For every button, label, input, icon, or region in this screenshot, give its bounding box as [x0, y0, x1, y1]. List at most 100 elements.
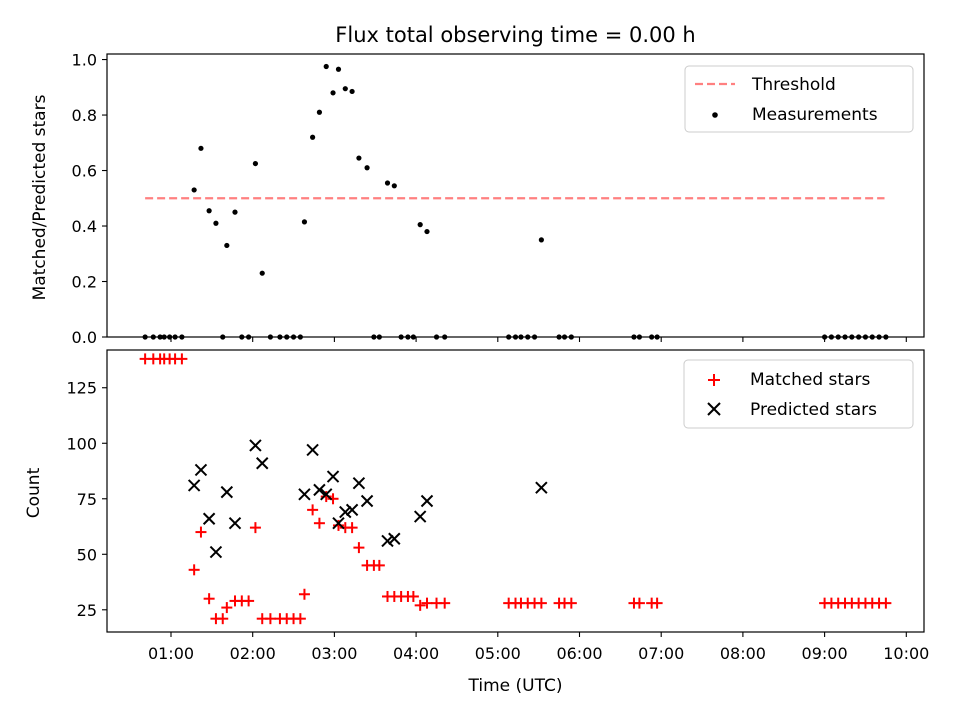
top-y-tick-label: 0.4: [72, 217, 97, 236]
top-y-tick-label: 1.0: [72, 51, 97, 70]
top-panel-y-axis-label: Matched/Predicted stars: [30, 94, 50, 300]
x-tick-label: 01:00: [148, 644, 194, 663]
predicted-star-point: [228, 516, 242, 530]
bottom-legend-box: [683, 359, 914, 429]
measurement-point: [323, 63, 329, 70]
bottom-y-tick-label: 25: [77, 601, 97, 620]
predicted-star-point: [220, 485, 234, 499]
matched-star-point: [414, 599, 426, 611]
predicted-star-point: [360, 494, 374, 508]
bottom-y-tick-label: 125: [66, 379, 97, 398]
matched-star-point: [298, 588, 310, 600]
measurement-point: [316, 109, 323, 115]
predicted-star-point: [256, 457, 269, 470]
matched-star-point: [188, 564, 200, 576]
matched-star-point: [294, 613, 306, 625]
matched-star-point: [421, 597, 433, 609]
measurement-point: [259, 270, 265, 276]
matched-star-point: [313, 517, 325, 529]
bottom-panel: Count Time (UTC) 01:00 02:00 03:00 04:00 05:…: [24, 349, 929, 696]
measurement-point: [310, 134, 316, 140]
predicted-star-point: [320, 488, 333, 501]
matched-star-point: [346, 522, 358, 534]
predicted-star-point: [388, 532, 401, 545]
x-tick-label: 02:00: [230, 644, 276, 663]
measurements-legend-label: Measurements: [752, 105, 878, 125]
matched-star-point: [264, 613, 276, 625]
predicted-star-point: [381, 534, 394, 548]
top-panel-frame: [106, 53, 925, 338]
x-tick-label: 03:00: [311, 644, 357, 663]
predicted-star-point: [420, 494, 434, 508]
matched-star-point: [176, 353, 188, 365]
bottom-panel-y-axis-label: Count: [24, 467, 44, 518]
bottom-y-tick-label: 50: [77, 545, 97, 564]
predicted-star-point: [339, 505, 352, 519]
top-panel-axes-content: 0.0 0.2 0.4 0.6 0.8 1.0: [72, 51, 907, 347]
matched-star-point: [320, 491, 332, 503]
predicted-star-point: [535, 481, 548, 494]
matched-star-point: [565, 597, 577, 609]
measurement-point: [391, 183, 397, 189]
predicted-star-point: [187, 479, 201, 492]
x-tick-label: 06:00: [556, 644, 602, 663]
matched-star-point: [217, 613, 229, 625]
measurement-point: [364, 165, 370, 171]
matched-star-point: [221, 602, 233, 614]
measurement-point: [232, 209, 238, 215]
matched-star-point: [307, 504, 319, 516]
matched-star-point: [353, 542, 365, 554]
predicted-star-point: [249, 439, 262, 452]
measurement-point: [224, 242, 230, 249]
matched-star-point: [439, 597, 451, 609]
matched-star-point: [633, 597, 645, 609]
predicted-star-point: [298, 488, 311, 501]
bottom-panel-marks: [139, 353, 892, 625]
predicted-star-point: [345, 503, 359, 517]
x-tick-label: 09:00: [802, 644, 848, 663]
predicted-star-point: [202, 512, 216, 525]
predicted-star-point: [313, 483, 326, 497]
predicted-star-point: [209, 545, 223, 559]
measurement-point: [206, 208, 212, 214]
predicted-star-point: [306, 443, 319, 457]
x-tick-label: 07:00: [638, 644, 684, 663]
measurement-point: [417, 222, 423, 228]
bottom-panel-legend: Matched stars Predicted stars: [683, 359, 914, 429]
measurement-point: [301, 219, 308, 225]
predicted-star-point: [332, 516, 345, 530]
bottom-y-tick-label: 75: [77, 490, 97, 509]
measurement-point: [213, 220, 219, 226]
measurement-point: [356, 155, 362, 161]
top-panel: Flux total observing time = 0.00 h Match…: [30, 23, 925, 347]
x-tick-label: 08:00: [720, 644, 766, 663]
measurement-point: [342, 86, 348, 92]
predicted-star-point: [326, 470, 340, 483]
top-y-tick-label: 0.8: [72, 106, 97, 125]
measurement-point: [538, 237, 544, 243]
matched-star-point: [407, 590, 419, 602]
predicted-star-point: [413, 510, 427, 523]
top-y-tick-label: 0.6: [72, 162, 97, 181]
matched-star-point: [880, 597, 892, 609]
x-tick-label: 05:00: [475, 644, 521, 663]
threshold-legend-label: Threshold: [751, 75, 836, 95]
matched-star-point: [332, 519, 344, 531]
measurement-point: [330, 90, 336, 96]
bottom-panel-frame: [106, 349, 925, 633]
matched-star-point: [535, 597, 547, 609]
top-panel-legend: Threshold Measurements: [684, 65, 914, 133]
matched-stars-legend-label: Matched stars: [750, 370, 870, 390]
top-legend-box: [684, 65, 914, 133]
measurements-legend-dot-icon: [712, 112, 718, 118]
bottom-panel-x-axis-label: Time (UTC): [468, 676, 563, 696]
matched-star-point: [373, 559, 385, 571]
matched-star-point: [249, 522, 261, 534]
matched-star-point: [243, 595, 255, 607]
bottom-panel-axes-content: 01:00 02:00 03:00 04:00 05:00 06:00 07:00 08:00…: [66, 379, 929, 663]
measurement-point: [335, 66, 342, 72]
measurement-point: [349, 88, 355, 95]
top-y-tick-label: 0.2: [72, 273, 97, 292]
measurement-point: [252, 160, 259, 167]
